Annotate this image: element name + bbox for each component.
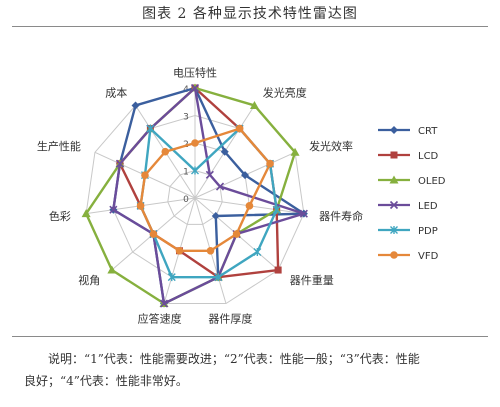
axis-label: 器件厚度	[208, 311, 252, 325]
point-crt	[211, 212, 220, 221]
point-vfd	[141, 171, 149, 179]
point-vfd	[390, 251, 398, 259]
point-oled	[249, 100, 259, 109]
axis-label: 发光效率	[309, 139, 353, 153]
radar-chart: 01234电压特性发光亮度发光效率器件寿命器件重量器件厚度应答速度视角色彩生产性…	[37, 66, 446, 326]
point-pdp	[390, 226, 398, 234]
axis-label: 器件重量	[290, 273, 334, 287]
series-line-vfd	[139, 127, 272, 252]
axis-label: 生产性能	[37, 139, 81, 153]
legend-label-crt: CRT	[418, 126, 438, 137]
legend-label-led: LED	[418, 201, 438, 212]
point-crt	[220, 147, 229, 156]
point-vfd	[161, 147, 170, 156]
point-oled	[107, 265, 117, 274]
point-vfd	[266, 159, 274, 168]
chart-title: 图表 2 各种显示技术特性雷达图	[142, 6, 358, 22]
point-vfd	[149, 230, 158, 238]
bottom-rule	[12, 336, 488, 337]
point-lcd	[390, 151, 398, 159]
axis-label: 器件寿命	[319, 209, 363, 223]
tick-label: 0	[183, 195, 189, 205]
axis-label: 成本	[105, 86, 127, 100]
point-vfd	[136, 202, 145, 210]
point-vfd	[175, 246, 184, 255]
point-crt	[131, 101, 140, 110]
point-led	[205, 170, 214, 179]
axis-label: 发光亮度	[263, 86, 307, 100]
note-line-2: 良好；“4”代表：性能非常好。	[24, 374, 188, 388]
point-vfd	[206, 246, 215, 255]
point-vfd	[191, 139, 199, 147]
point-pdp	[146, 124, 155, 133]
tick-label: 3	[183, 113, 189, 123]
point-oled	[81, 209, 91, 218]
legend-label-oled: OLED	[418, 176, 446, 187]
axis-label: 视角	[78, 273, 100, 287]
axis-label: 电压特性	[173, 66, 217, 80]
point-vfd	[245, 202, 254, 210]
point-pdp	[191, 166, 199, 175]
legend-label-lcd: LCD	[418, 151, 439, 162]
tick-label: 1	[183, 168, 189, 178]
point-lcd	[274, 266, 282, 274]
point-crt	[241, 171, 250, 180]
legend-label-vfd: VFD	[418, 251, 439, 262]
point-led	[215, 182, 225, 191]
point-pdp	[272, 205, 281, 214]
top-rule	[12, 26, 488, 27]
point-oled	[290, 147, 300, 156]
point-vfd	[235, 124, 244, 133]
point-pdp	[167, 273, 176, 282]
point-vfd	[232, 230, 241, 238]
point-led	[109, 205, 118, 214]
point-led	[159, 299, 169, 308]
axis-label: 应答速度	[138, 311, 182, 325]
note-line-1: 说明：“1”代表：性能需要改进；“2”代表：性能一般；“3”代表：性能	[48, 352, 420, 366]
point-led	[299, 209, 308, 218]
point-led	[190, 83, 200, 93]
point-crt	[390, 126, 398, 134]
point-led	[389, 200, 399, 210]
axis-label: 色彩	[49, 209, 71, 223]
point-led	[115, 159, 125, 168]
point-oled	[389, 175, 399, 184]
legend-label-pdp: PDP	[418, 226, 438, 237]
point-pdp	[214, 273, 223, 282]
point-pdp	[253, 248, 262, 257]
